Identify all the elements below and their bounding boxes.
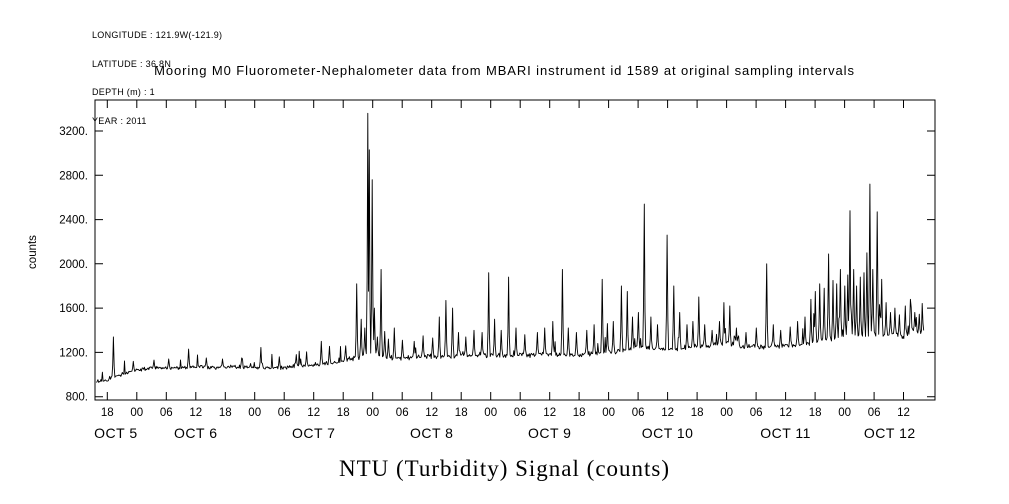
x-date-label: OCT 12 <box>864 425 916 441</box>
plot-title: Mooring M0 Fluorometer-Nephalometer data… <box>154 63 855 78</box>
x-tick-label: 12 <box>189 407 202 419</box>
meta-depth: DEPTH (m) : 1 <box>92 87 155 97</box>
y-axis-labels: 800. 1200. 1600. 2000. 2400. 2800. 3200. <box>59 126 88 404</box>
x-tick-label: 00 <box>720 407 733 419</box>
turbidity-series-line <box>96 112 925 383</box>
y-tick-label: 1200. <box>59 347 88 359</box>
x-date-label: OCT 9 <box>528 425 571 441</box>
x-tick-label: 06 <box>396 407 409 419</box>
x-tick-label: 06 <box>160 407 173 419</box>
x-tick-label: 12 <box>307 407 320 419</box>
y-tick-label: 3200. <box>59 126 88 138</box>
x-date-label: OCT 8 <box>410 425 453 441</box>
y-tick-label: 2400. <box>59 215 88 227</box>
x-tick-label: 06 <box>750 407 763 419</box>
x-tick-label: 12 <box>779 407 792 419</box>
x-date-label: OCT 11 <box>760 425 811 441</box>
meta-latitude: LATITUDE : 36.8N <box>92 58 172 69</box>
x-tick-label: 00 <box>602 407 615 419</box>
x-tick-label: 00 <box>366 407 379 419</box>
y-tick-label: 800. <box>66 392 88 404</box>
x-tick-label: 18 <box>219 407 232 419</box>
x-axis-hour-labels: 18 00 06 12 18 00 06 12 18 00 06 12 18 00 06 12 18 00 06 12… <box>101 407 910 419</box>
x-date-label: OCT 10 <box>642 425 694 441</box>
station-metadata: LONGITUDE : 121.9W(-121.9) LATITUDE : 36… <box>92 12 222 145</box>
x-tick-label: 00 <box>130 407 143 419</box>
x-tick-label: 00 <box>484 407 497 419</box>
y-tick-label: 1600. <box>59 303 88 315</box>
x-axis-caption: NTU (Turbidity) Signal (counts) <box>338 456 671 481</box>
y-axis-title: counts <box>27 235 39 269</box>
x-tick-label: 06 <box>278 407 291 419</box>
axis-ticks <box>95 100 935 400</box>
x-tick-label: 12 <box>661 407 674 419</box>
x-date-label: OCT 7 <box>292 425 335 441</box>
x-tick-label: 18 <box>455 407 468 419</box>
x-tick-label: 18 <box>809 407 822 419</box>
x-tick-label: 00 <box>248 407 261 419</box>
y-tick-label: 2800. <box>59 170 88 182</box>
x-axis-date-labels: OCT 5 OCT 6 OCT 7 OCT 8 OCT 9 OCT 10 OCT 11 OCT… <box>94 425 916 441</box>
x-tick-label: 06 <box>868 407 881 419</box>
y-tick-label: 2000. <box>59 259 88 271</box>
x-tick-label: 06 <box>632 407 645 419</box>
x-tick-label: 18 <box>573 407 586 419</box>
x-tick-label: 18 <box>691 407 704 419</box>
x-date-label: OCT 6 <box>174 425 217 441</box>
x-tick-label: 12 <box>897 407 910 419</box>
x-date-label: OCT 5 <box>94 425 137 441</box>
x-tick-label: 12 <box>543 407 556 419</box>
x-tick-label: 12 <box>425 407 438 419</box>
x-tick-label: 00 <box>838 407 851 419</box>
meta-longitude: LONGITUDE : 121.9W(-121.9) <box>92 30 223 40</box>
x-tick-label: 18 <box>337 407 350 419</box>
plot-frame <box>94 99 936 401</box>
x-tick-label: 18 <box>101 407 114 419</box>
meta-year: YEAR : 2011 <box>92 115 147 126</box>
x-tick-label: 06 <box>514 407 527 419</box>
